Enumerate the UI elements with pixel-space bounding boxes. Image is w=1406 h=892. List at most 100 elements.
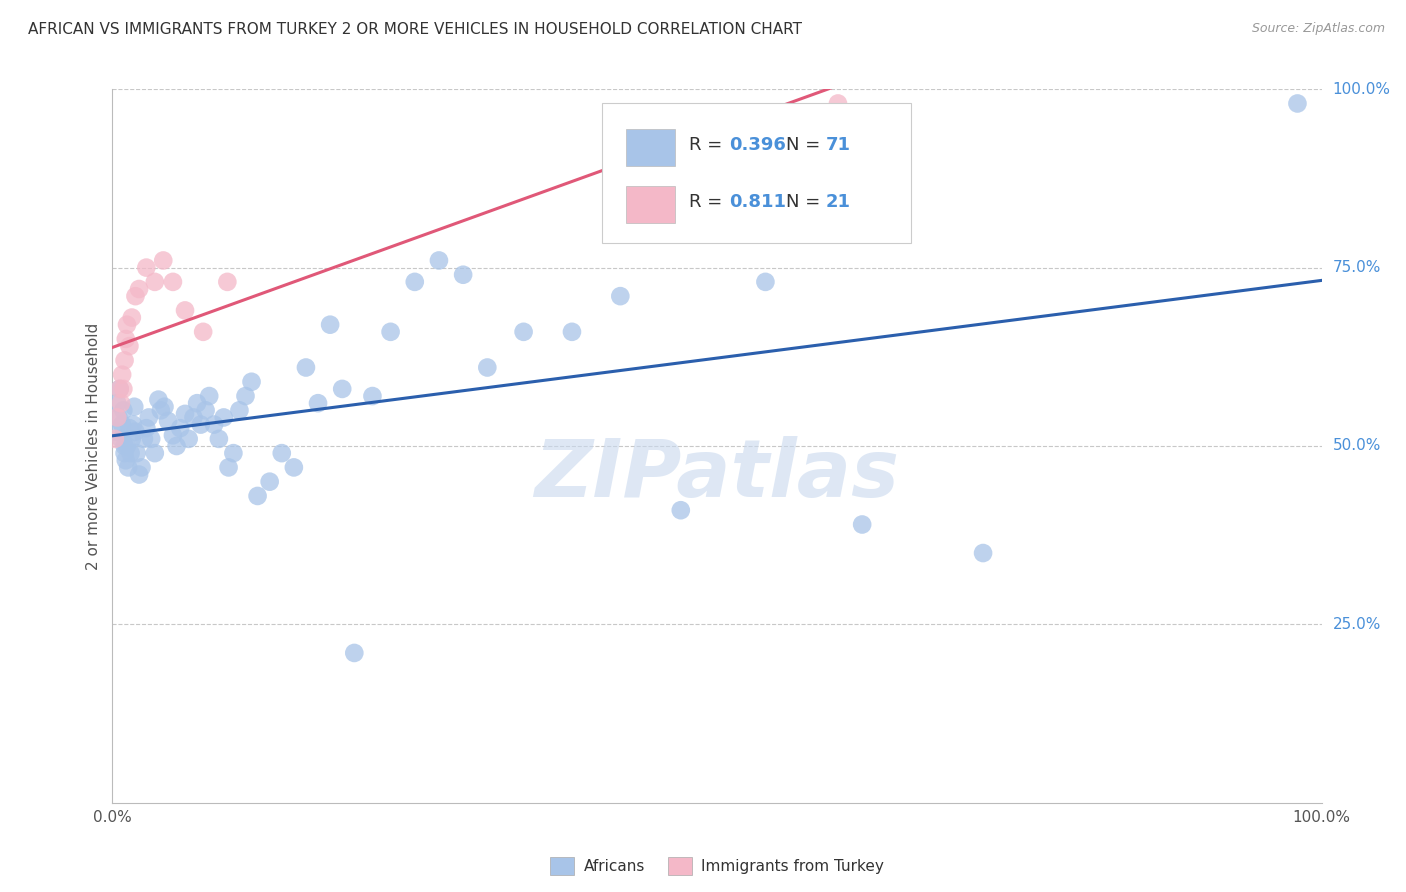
Point xyxy=(114,453,136,467)
Point xyxy=(105,396,128,410)
Point xyxy=(153,400,176,414)
Point xyxy=(149,403,172,417)
Text: N =: N = xyxy=(786,193,825,211)
Point xyxy=(174,303,197,318)
Point xyxy=(222,446,245,460)
Point xyxy=(138,410,160,425)
Point xyxy=(307,396,329,410)
Point xyxy=(380,325,402,339)
Point xyxy=(972,546,994,560)
Point xyxy=(108,382,131,396)
Text: 21: 21 xyxy=(825,193,851,211)
Point xyxy=(141,432,163,446)
Point xyxy=(112,403,135,417)
Point xyxy=(609,289,631,303)
Point xyxy=(361,389,384,403)
Point xyxy=(169,421,191,435)
Point xyxy=(112,382,135,396)
Point xyxy=(143,275,166,289)
Point xyxy=(128,467,150,482)
Point xyxy=(122,400,145,414)
Point xyxy=(114,332,136,346)
Point xyxy=(1286,96,1309,111)
Point xyxy=(228,403,250,417)
Point xyxy=(131,460,153,475)
Point xyxy=(124,289,146,303)
Legend: Africans, Immigrants from Turkey: Africans, Immigrants from Turkey xyxy=(544,851,890,880)
Point xyxy=(114,446,136,460)
Point xyxy=(135,421,157,435)
Point xyxy=(120,446,142,460)
Point xyxy=(174,407,197,421)
Bar xyxy=(626,186,675,223)
Point xyxy=(118,421,141,435)
Text: 50.0%: 50.0% xyxy=(1333,439,1381,453)
Point xyxy=(319,318,342,332)
Point xyxy=(186,396,208,410)
Point xyxy=(166,439,188,453)
Point xyxy=(114,353,136,368)
Point xyxy=(427,253,450,268)
Point xyxy=(125,446,148,460)
Text: 100.0%: 100.0% xyxy=(1333,82,1391,96)
Point xyxy=(132,432,155,446)
Point xyxy=(235,389,257,403)
Point xyxy=(117,460,139,475)
Text: 0.396: 0.396 xyxy=(730,136,786,153)
FancyBboxPatch shape xyxy=(602,103,911,243)
Text: N =: N = xyxy=(786,136,825,153)
Point xyxy=(198,389,221,403)
Point xyxy=(330,382,353,396)
Text: R =: R = xyxy=(689,136,728,153)
Point xyxy=(283,460,305,475)
Text: 25.0%: 25.0% xyxy=(1333,617,1381,632)
Point xyxy=(152,253,174,268)
Point xyxy=(295,360,318,375)
Point xyxy=(183,410,205,425)
Text: AFRICAN VS IMMIGRANTS FROM TURKEY 2 OR MORE VEHICLES IN HOUSEHOLD CORRELATION CH: AFRICAN VS IMMIGRANTS FROM TURKEY 2 OR M… xyxy=(28,22,801,37)
Point xyxy=(135,260,157,275)
Point xyxy=(107,410,129,425)
Point xyxy=(110,396,132,410)
Point xyxy=(148,392,170,407)
Point xyxy=(270,446,292,460)
Text: 71: 71 xyxy=(825,136,851,153)
Point xyxy=(561,325,583,339)
Point xyxy=(208,432,231,446)
Point xyxy=(143,446,166,460)
Point xyxy=(111,368,134,382)
Point xyxy=(246,489,269,503)
Point xyxy=(114,439,136,453)
Point xyxy=(851,517,873,532)
Point xyxy=(343,646,366,660)
Point xyxy=(259,475,281,489)
Text: Source: ZipAtlas.com: Source: ZipAtlas.com xyxy=(1251,22,1385,36)
Point xyxy=(115,439,138,453)
Point xyxy=(218,460,240,475)
Point xyxy=(157,414,180,428)
Point xyxy=(212,410,235,425)
Point xyxy=(191,325,214,339)
Point xyxy=(105,410,128,425)
Point xyxy=(108,382,131,396)
Point xyxy=(404,275,426,289)
Point xyxy=(118,339,141,353)
Point xyxy=(827,96,849,111)
Point xyxy=(669,503,692,517)
Text: 0.811: 0.811 xyxy=(730,193,786,211)
Point xyxy=(754,275,776,289)
Point xyxy=(190,417,212,432)
Y-axis label: 2 or more Vehicles in Household: 2 or more Vehicles in Household xyxy=(86,322,101,570)
Point xyxy=(194,403,217,417)
Point xyxy=(162,275,184,289)
Point xyxy=(124,425,146,439)
Point xyxy=(128,282,150,296)
Point xyxy=(240,375,263,389)
Text: 75.0%: 75.0% xyxy=(1333,260,1381,275)
Point xyxy=(217,275,239,289)
Point xyxy=(104,432,127,446)
Point xyxy=(111,417,134,432)
Point xyxy=(115,318,138,332)
Bar xyxy=(626,129,675,166)
Text: ZIPatlas: ZIPatlas xyxy=(534,435,900,514)
